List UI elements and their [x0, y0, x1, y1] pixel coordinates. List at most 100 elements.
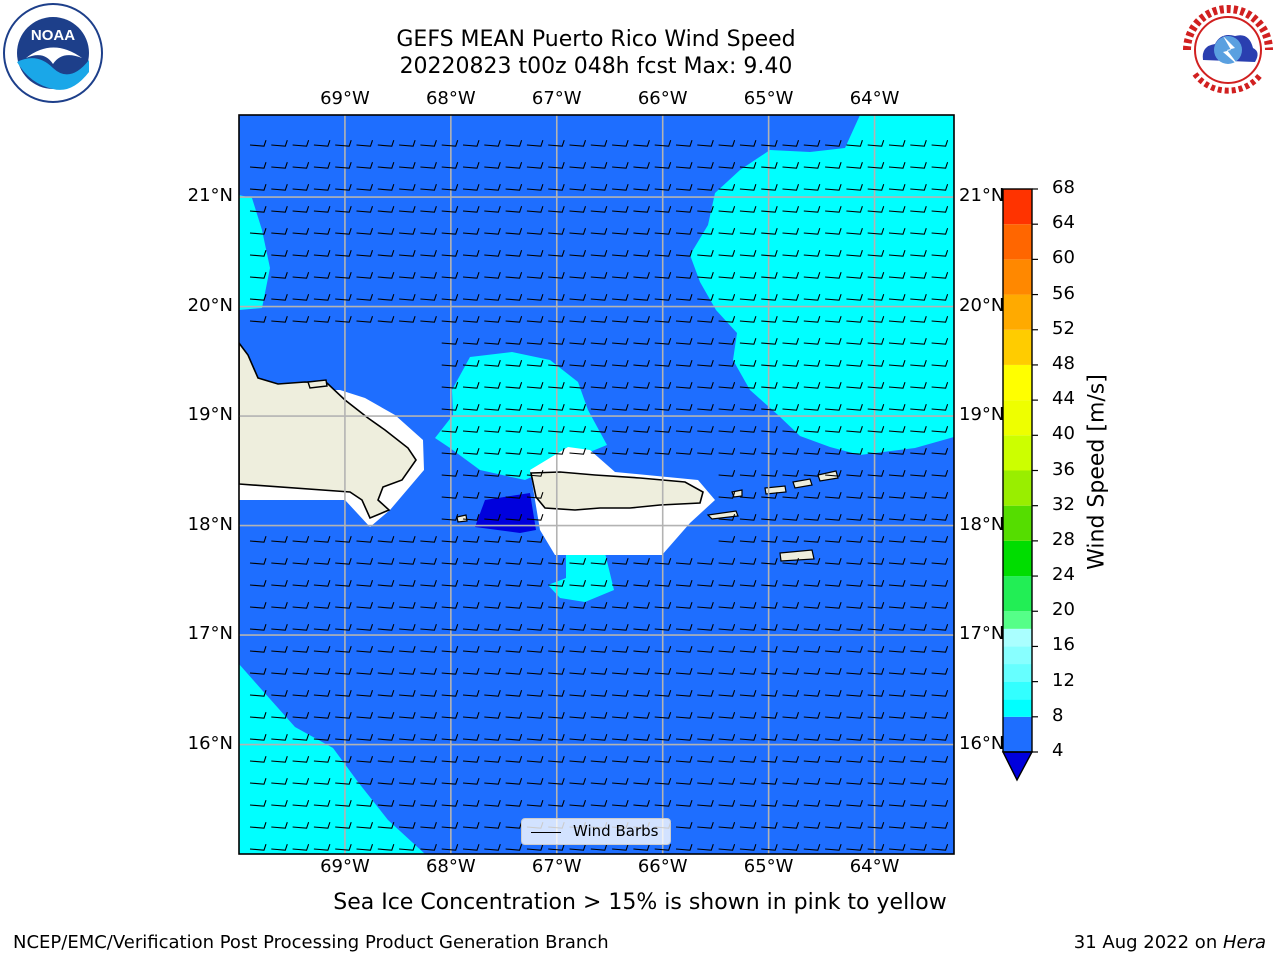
- wind-barb-142: [462, 228, 480, 235]
- wind-barb-219: [697, 272, 714, 279]
- colorbar-tick-48: 48: [1052, 352, 1075, 374]
- colorbar-segment-14: [1003, 646, 1032, 665]
- wind-barb-656: [462, 646, 480, 653]
- wind-barb-153: [697, 228, 714, 235]
- wind-barb-512: [910, 536, 927, 543]
- wind-barb-344: [931, 360, 949, 367]
- wind-barb-102: [313, 206, 331, 213]
- wind-barb-636: [739, 624, 757, 631]
- wind-barb-197: [931, 250, 949, 257]
- tortuga-island: [307, 379, 328, 389]
- wind-barb-883: [377, 800, 395, 807]
- wind-barb-510: [867, 536, 885, 543]
- wind-barb-840: [867, 756, 885, 763]
- wind-barb-639: [803, 624, 821, 631]
- wind-barb-599: [654, 602, 672, 609]
- wind-barb-489: [249, 536, 267, 543]
- wind-barb-892: [569, 800, 587, 807]
- wind-barb-438: [888, 448, 906, 455]
- wind-barb-243: [505, 294, 523, 301]
- wind-barb-232: [271, 294, 288, 301]
- wind-barb-474: [462, 514, 480, 521]
- wind-barb-313: [782, 338, 800, 345]
- wind-barb-263: [931, 294, 949, 301]
- wind-barb-301: [526, 338, 544, 345]
- wind-barb-65: [931, 162, 949, 169]
- wind-barb-699: [675, 668, 693, 675]
- wind-barb-784: [377, 734, 395, 741]
- footer-branch: NCEP/EMC/Verification Post Processing Pr…: [13, 932, 609, 953]
- wind-barb-96: [888, 184, 906, 191]
- wind-barb-698: [654, 668, 672, 675]
- wind-barb-426: [633, 448, 650, 455]
- wind-barb-131: [931, 206, 949, 213]
- wind-barb-492: [313, 536, 331, 543]
- wind-barb-889: [505, 800, 523, 807]
- wind-barb-487: [910, 514, 927, 521]
- wind-fill-4-8: [239, 115, 954, 854]
- wind-barb-214: [590, 272, 608, 279]
- wind-barb-54: [697, 162, 714, 169]
- wind-barb-155: [739, 228, 757, 235]
- wind-barb-124: [782, 206, 800, 213]
- wind-barb-887: [462, 800, 480, 807]
- wind-barb-974: [910, 844, 927, 851]
- wind-barb-570: [739, 580, 757, 587]
- wind-barb-356: [675, 382, 693, 389]
- wind-barb-72: [377, 184, 395, 191]
- colorbar-tick-28: 28: [1052, 528, 1075, 550]
- wind-barb-752: [399, 712, 416, 719]
- wind-barb-458: [462, 492, 480, 499]
- wind-barb-629: [590, 624, 608, 631]
- wind-barb-672: [803, 646, 821, 653]
- wind-barb-803: [782, 734, 800, 741]
- wind-barb-888: [484, 800, 501, 807]
- wind-barb-148: [590, 228, 608, 235]
- wind-barb-382: [718, 404, 736, 411]
- wind-barb-678: [931, 646, 949, 653]
- wind-barb-29: [867, 140, 885, 147]
- wind-barb-47: [548, 162, 565, 169]
- wind-barb-621: [420, 624, 437, 631]
- wind-barb-836: [782, 756, 800, 763]
- wind-barb-971: [846, 844, 863, 851]
- wind-barb-683: [335, 668, 352, 675]
- wind-barb-651: [356, 646, 374, 653]
- wind-barb-488: [931, 514, 949, 521]
- wind-barb-325: [526, 360, 544, 367]
- wind-barb-4: [335, 140, 352, 147]
- wind-barb-695: [590, 668, 608, 675]
- wind-barb-593: [526, 602, 544, 609]
- wind-barb-714: [292, 690, 310, 697]
- lon-tick-top-2: 67°W: [531, 88, 582, 109]
- wind-barb-462: [718, 492, 736, 499]
- wind-barb-326: [548, 360, 565, 367]
- lon-tick-top-0: 69°W: [320, 88, 370, 109]
- wind-barb-412: [846, 426, 863, 433]
- wind-barb-842: [910, 756, 927, 763]
- colorbar-segment-64: [1003, 189, 1032, 225]
- wind-barb-583: [313, 602, 331, 609]
- wind-barb-553: [377, 580, 395, 587]
- wind-barb-529: [569, 558, 587, 565]
- wind-barb-658: [505, 646, 523, 653]
- wind-barb-911: [271, 822, 288, 829]
- wind-barb-471: [910, 492, 927, 499]
- wind-barb-370: [462, 404, 480, 411]
- wind-barb-567: [675, 580, 693, 587]
- wind-barb-642: [867, 624, 885, 631]
- wind-barb-960: [612, 844, 629, 851]
- wind-barb-79: [526, 184, 544, 191]
- wind-barb-609: [867, 602, 885, 609]
- wind-barb-573: [803, 580, 821, 587]
- wind-barb-388: [846, 404, 863, 411]
- wind-barb-710: [910, 668, 927, 675]
- wind-barb-473: [441, 514, 459, 521]
- wind-barb-951: [420, 844, 437, 851]
- wind-barb-535: [697, 558, 714, 565]
- lat-tick-right-1: 20°N: [959, 294, 1005, 316]
- wind-barb-829: [633, 756, 650, 763]
- wind-barb-855: [484, 778, 501, 785]
- wind-barb-297: [441, 338, 459, 345]
- wind-barb-93: [825, 184, 842, 191]
